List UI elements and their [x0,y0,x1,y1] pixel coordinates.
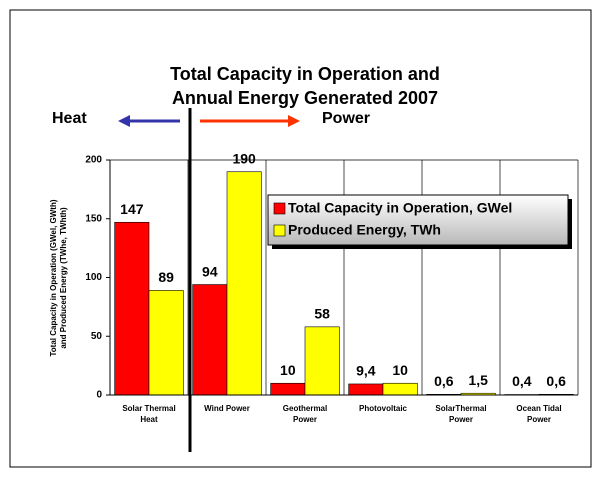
value-label: 58 [314,306,330,322]
x-tick-label: SolarThermal Power [435,404,487,424]
value-label: 190 [232,150,256,166]
value-label: 0,4 [512,373,532,389]
frame [9,9,592,468]
legend-label: Total Capacity in Operation, GWel [288,200,512,216]
annotation: Heat [52,110,87,127]
bar [114,221,150,396]
arrow-head [118,115,130,127]
bar [192,284,228,396]
annotation: Power [322,110,370,127]
chart-title: Total Capacity in Operation and [170,64,440,84]
value-label: 9,4 [356,363,376,379]
bar [148,290,184,396]
x-tick-label: Wind Power [204,404,250,413]
bar [270,382,306,396]
legend-label: Produced Energy, TWh [288,222,441,238]
bar [226,171,262,396]
arrow-head [288,115,300,127]
y-label-line: and Produced Energy (TWhe, TWhth) [59,207,68,349]
x-tick-label: Geothermal Power [282,404,328,424]
y-label-line: Total Capacity in Operation (GWel, GWth) [49,199,58,356]
legend-swatch [273,224,286,237]
bar [304,326,340,396]
legend [267,194,569,246]
x-tick-label: Ocean Tidal Power [516,404,562,424]
x-tick-label: Photovoltaic [358,404,407,413]
value-label: 0,6 [434,373,454,389]
y-label: Total Capacity in Operation (GWel, GWth)… [49,199,68,356]
y-tick-label: 150 [85,213,102,224]
value-label: 10 [280,362,296,378]
value-label: 147 [120,201,144,217]
value-label: 10 [392,362,408,378]
value-label: 89 [158,269,174,285]
value-label: 94 [202,263,218,279]
chart-title: Annual Energy Generated 2007 [172,88,438,108]
y-tick-label: 0 [96,390,102,401]
y-tick-label: 100 [85,272,102,283]
value-label: 0,6 [546,373,566,389]
y-tick-label: 200 [85,155,102,166]
y-tick-label: 50 [91,331,103,342]
legend-swatch [273,202,286,215]
x-tick-label: Solar Thermal Heat [122,404,176,424]
value-label: 1,5 [468,372,488,388]
bar [348,383,384,396]
bar [382,382,418,396]
